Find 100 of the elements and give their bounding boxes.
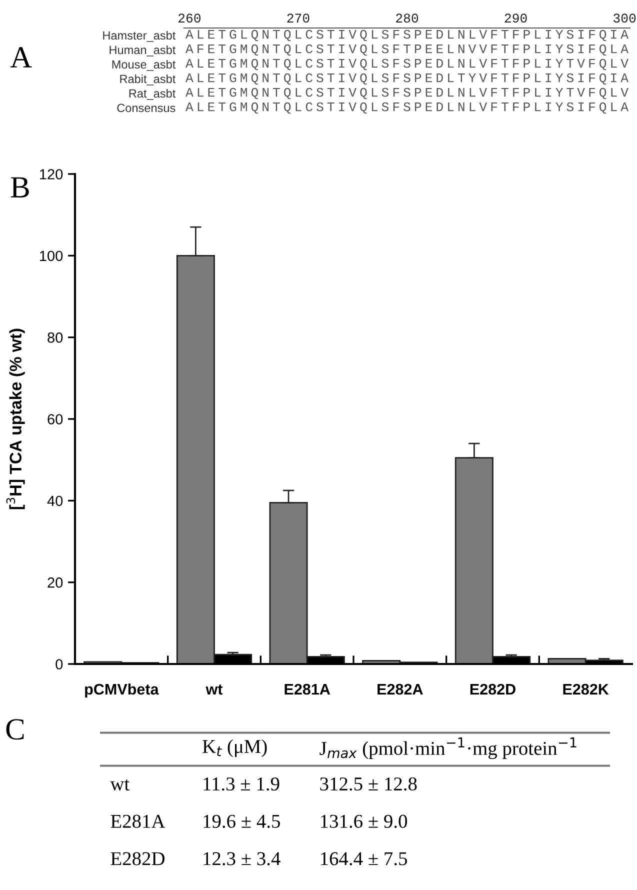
y-axis-title: [$^{3}$H] TCA uptake (% wt)	[6, 328, 25, 510]
text: L	[448, 30, 454, 39]
text: Y	[556, 73, 564, 82]
text: Q	[600, 88, 606, 100]
text: L	[296, 44, 302, 54]
text: S	[404, 58, 410, 68]
text: T	[218, 73, 226, 82]
text: T	[501, 73, 508, 82]
text: A	[185, 58, 194, 68]
text: S	[316, 30, 324, 39]
text: Q	[360, 73, 367, 85]
text: V	[479, 88, 488, 97]
text: P	[414, 30, 422, 39]
text: L	[372, 44, 378, 54]
text: M	[240, 73, 247, 82]
text: T	[566, 88, 574, 97]
text: M	[240, 102, 247, 112]
text: Y	[556, 102, 564, 112]
text: N	[262, 58, 268, 68]
y-tick-label: Rabit_asbt	[120, 74, 176, 86]
text: 19.6 ± 4.5	[204, 814, 280, 828]
text: P	[414, 88, 422, 97]
text: D	[436, 58, 443, 68]
text: L	[448, 73, 454, 82]
text: Q	[360, 44, 367, 56]
text: T	[501, 58, 508, 68]
text: P	[414, 102, 422, 112]
text: S	[382, 73, 389, 82]
chart-title: A	[10, 47, 32, 68]
text: S	[382, 30, 389, 39]
text: G	[230, 73, 236, 82]
text: S	[316, 73, 324, 82]
text: P	[524, 30, 530, 39]
x-tick-label: 300	[614, 14, 636, 23]
text: C	[306, 30, 312, 39]
text: E	[208, 58, 214, 68]
text: L	[611, 58, 617, 68]
text: F	[513, 30, 519, 39]
text: 164.4 ± 7.5	[321, 852, 407, 866]
text: L	[448, 44, 454, 54]
text: Q	[251, 44, 258, 56]
text: Q	[600, 30, 606, 42]
text: Q	[360, 58, 367, 70]
text: T	[218, 58, 226, 68]
text: Q	[251, 30, 258, 42]
text: I	[611, 30, 616, 39]
text: E	[208, 102, 214, 112]
text: A	[620, 44, 629, 54]
text: I	[546, 102, 552, 112]
text: C	[6, 719, 24, 740]
x-tick-label: 280	[396, 14, 418, 23]
text: S	[316, 44, 324, 54]
category-label: E282D	[110, 852, 165, 866]
text: T	[327, 73, 334, 82]
text: Y	[556, 44, 564, 54]
text: S	[566, 73, 574, 82]
text: E	[426, 88, 432, 97]
text: L	[535, 30, 541, 39]
text: 11.3 ± 1.9	[204, 777, 280, 791]
text: T	[327, 58, 334, 68]
text: N	[262, 88, 268, 97]
text: D	[436, 30, 443, 39]
text: E	[426, 102, 432, 112]
text: I	[578, 30, 584, 39]
text: A	[620, 102, 629, 112]
text: T	[218, 44, 226, 54]
text: I	[578, 102, 584, 112]
text: S	[404, 102, 410, 112]
text: S	[566, 30, 574, 39]
text: E	[208, 73, 214, 82]
text: F	[491, 44, 498, 54]
x-tick-label: wt	[206, 684, 223, 695]
category-label: K$_{t}$ (μM)	[202, 739, 267, 758]
text: F	[198, 44, 204, 54]
text: Q	[284, 102, 291, 114]
text: P	[414, 73, 422, 82]
text: V	[620, 88, 628, 97]
text: F	[589, 44, 595, 54]
text: Q	[251, 58, 258, 70]
text: A	[185, 102, 194, 112]
text: I	[546, 44, 552, 54]
text: F	[589, 102, 595, 112]
text: F	[589, 30, 595, 39]
text: Q	[600, 44, 606, 56]
text: A	[185, 73, 194, 82]
text: C	[306, 102, 312, 112]
text: S	[382, 44, 389, 54]
x-tick-label: 270	[287, 14, 310, 23]
text: L	[372, 73, 378, 82]
text: I	[546, 73, 552, 82]
text: F	[491, 73, 498, 82]
text: S	[404, 30, 410, 39]
text: F	[393, 73, 400, 82]
text: L	[372, 102, 378, 112]
text: C	[306, 73, 312, 82]
text: P	[524, 102, 530, 112]
text: E	[426, 73, 432, 82]
text: T	[272, 58, 280, 68]
text: V	[348, 88, 356, 97]
text: P	[524, 58, 530, 68]
